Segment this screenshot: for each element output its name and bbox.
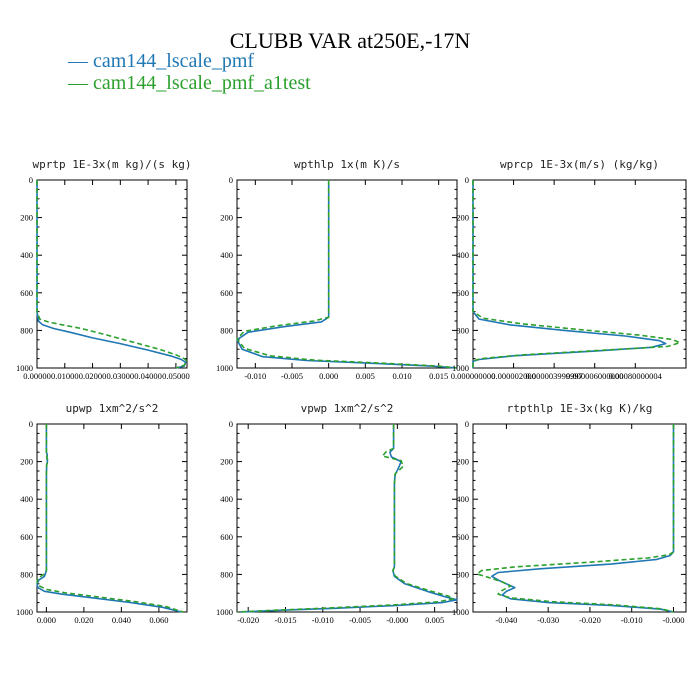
series-line-1	[490, 424, 675, 613]
series-line-2	[236, 424, 455, 613]
x-tick-label: -0.010	[312, 615, 334, 625]
series-line-2	[36, 180, 188, 369]
y-tick-label: 0	[465, 419, 469, 429]
legend-label: cam144_lscale_pmf_a1test	[93, 72, 311, 94]
legend-entry-series-2: — cam144_lscale_pmf_a1test	[68, 72, 311, 95]
x-tick-label: 0.000006000000	[566, 371, 623, 381]
x-tick-label: 0.015	[429, 371, 448, 381]
x-tick-label: 0.03000	[107, 371, 135, 381]
x-tick-label: 0.00000	[23, 371, 51, 381]
y-tick-label: 0	[229, 175, 233, 185]
y-tick-label: 600	[20, 288, 33, 298]
panel-title: upwp 1xm^2/s^2	[66, 402, 159, 415]
x-tick-label: -0.005	[281, 371, 303, 381]
y-tick-label: 200	[456, 213, 469, 223]
x-tick-label: -0.030	[537, 615, 559, 625]
series-line-1	[36, 180, 187, 369]
legend-entry-series-1: — cam144_lscale_pmf	[68, 50, 254, 73]
y-tick-label: 800	[20, 325, 33, 335]
series-line-2	[36, 424, 184, 613]
panel-frame	[236, 423, 458, 613]
series-line-1	[240, 424, 458, 613]
x-tick-label: 0.05000	[162, 371, 190, 381]
y-tick-label: 400	[456, 250, 469, 260]
x-tick-label: 0.005	[356, 371, 375, 381]
panel-frame	[36, 423, 188, 613]
legend-label: cam144_lscale_pmf	[93, 50, 255, 72]
y-tick-label: 800	[220, 325, 233, 335]
x-tick-label: 0.04000	[134, 371, 162, 381]
chart-title: CLUBB VAR at250E,-17N	[229, 28, 471, 53]
x-tick-label: -0.005	[349, 615, 371, 625]
y-tick-label: 800	[20, 569, 33, 579]
x-tick-label: 0.010	[392, 371, 411, 381]
x-tick-label: -0.020	[579, 615, 601, 625]
x-tick-label: 0.000000000	[451, 371, 496, 381]
x-tick-label: 0.040	[112, 615, 131, 625]
x-tick-label: 0.020	[74, 615, 93, 625]
y-tick-label: 1000	[216, 363, 233, 373]
x-tick-label: -0.015	[274, 615, 296, 625]
y-tick-label: 0	[29, 419, 33, 429]
panel-title: wprtp 1E-3x(m kg)/(s kg)	[33, 158, 192, 171]
x-tick-label: 0.000	[319, 371, 338, 381]
panel-frame	[236, 179, 458, 369]
y-tick-label: 0	[465, 175, 469, 185]
panel-title: vpwp 1xm^2/s^2	[301, 402, 394, 415]
panel-frame	[36, 179, 188, 369]
y-tick-label: 1000	[16, 363, 33, 373]
x-tick-label: 0.005	[425, 615, 444, 625]
y-tick-label: 200	[20, 213, 33, 223]
legend-swatch: —	[68, 50, 93, 72]
series-line-2	[476, 424, 675, 613]
x-tick-label: 0.000	[37, 615, 56, 625]
series-line-2	[236, 180, 458, 369]
y-tick-label: 200	[220, 213, 233, 223]
x-tick-label: 0.01000	[51, 371, 79, 381]
x-tick-label: -0.020	[237, 615, 259, 625]
y-tick-label: 1000	[16, 607, 33, 617]
y-tick-label: 1000	[216, 607, 233, 617]
y-tick-label: 800	[456, 569, 469, 579]
y-tick-label: 400	[456, 494, 469, 504]
y-tick-label: 200	[220, 457, 233, 467]
y-tick-label: 400	[20, 494, 33, 504]
x-tick-label: 0.000003999997	[525, 371, 582, 381]
x-tick-label: -0.010	[244, 371, 266, 381]
y-tick-label: 200	[20, 457, 33, 467]
x-tick-label: 0.000002000	[491, 371, 536, 381]
y-tick-label: 0	[29, 175, 33, 185]
y-tick-label: 600	[456, 532, 469, 542]
x-tick-label: 0.02000	[79, 371, 107, 381]
y-tick-label: 200	[456, 457, 469, 467]
y-tick-label: 400	[220, 494, 233, 504]
x-tick-label: -0.000	[662, 615, 684, 625]
series-line-2	[472, 180, 681, 368]
legend-swatch: —	[68, 72, 93, 94]
y-tick-label: 600	[220, 288, 233, 298]
panel-title: wprcp 1E-3x(m/s) (kg/kg)	[500, 158, 659, 171]
x-tick-label: -0.040	[495, 615, 517, 625]
series-line-1	[236, 180, 458, 369]
x-tick-label: -0.000	[386, 615, 408, 625]
series-line-1	[472, 180, 667, 368]
y-tick-label: 0	[229, 419, 233, 429]
y-tick-label: 1000	[452, 607, 469, 617]
y-tick-label: 400	[220, 250, 233, 260]
y-tick-label: 800	[220, 569, 233, 579]
y-tick-label: 600	[20, 532, 33, 542]
panel-title: wpthlp 1x(m K)/s	[294, 158, 400, 171]
x-tick-label: -0.010	[621, 615, 643, 625]
x-tick-label: 0.00080000004	[609, 371, 663, 381]
y-tick-label: 600	[456, 288, 469, 298]
y-tick-label: 600	[220, 532, 233, 542]
panel-title: rtpthlp 1E-3x(kg K)/kg	[507, 402, 653, 415]
y-tick-label: 400	[20, 250, 33, 260]
y-tick-label: 800	[456, 325, 469, 335]
series-line-1	[36, 424, 182, 613]
y-tick-label: 1000	[452, 363, 469, 373]
x-tick-label: 0.060	[149, 615, 168, 625]
